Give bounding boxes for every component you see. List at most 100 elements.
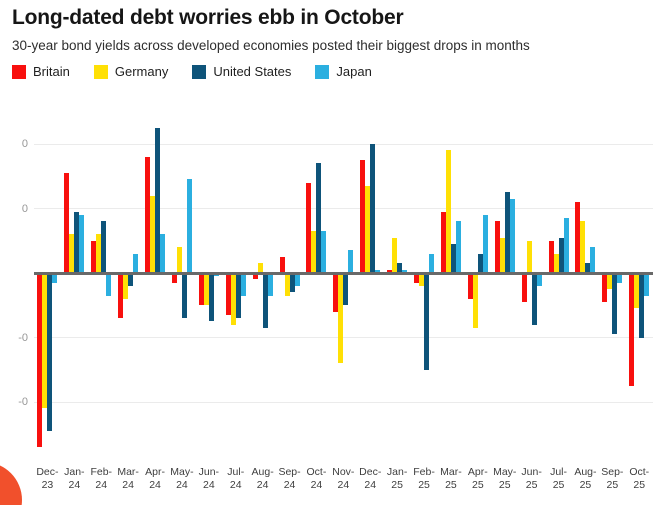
x-axis-label-oct-25: Oct- 25	[629, 466, 650, 491]
bar-japan-sep-25	[617, 273, 623, 283]
bar-germany-aug-24	[257, 263, 263, 273]
legend-swatch-britain-icon	[12, 65, 26, 79]
bar-britain-jul-25	[548, 240, 554, 273]
bar-japan-may-24	[186, 179, 192, 273]
bar-japan-may-25	[509, 198, 515, 273]
bar-germany-dec-24	[365, 185, 371, 273]
x-axis-label-sep-25: Sep- 25	[601, 466, 624, 491]
x-axis-label-sep-24: Sep- 24	[278, 466, 301, 491]
x-axis-label-aug-24: Aug- 24	[251, 466, 274, 491]
bar-united-states-jun-24	[208, 273, 214, 322]
bar-united-states-oct-24	[316, 163, 322, 273]
bar-britain-jul-24	[225, 273, 231, 315]
x-axis-label-feb-25: Feb- 25	[413, 466, 435, 491]
bar-united-states-nov-24	[343, 273, 349, 306]
bar-britain-mar-25	[440, 211, 446, 273]
x-axis-label-apr-25: Apr- 25	[467, 466, 488, 491]
bar-britain-aug-25	[575, 202, 581, 273]
bar-united-states-feb-25	[424, 273, 430, 370]
bar-germany-may-25	[499, 237, 505, 273]
legend-swatch-united-states-icon	[192, 65, 207, 79]
y-axis-tick-label: 0	[21, 202, 28, 215]
x-axis-label-jan-24: Jan- 24	[64, 466, 85, 491]
bar-united-states-may-25	[504, 192, 510, 273]
bar-united-states-jul-24	[235, 273, 241, 319]
bar-germany-jul-24	[230, 273, 236, 325]
x-axis-baseline	[34, 271, 653, 275]
bar-japan-jan-25	[402, 269, 408, 273]
bar-japan-apr-25	[482, 214, 488, 273]
bar-japan-sep-24	[294, 273, 300, 286]
x-axis-label-apr-24: Apr- 24	[145, 466, 165, 491]
legend-label-britain: Britain	[33, 64, 70, 79]
bar-japan-jun-24	[213, 273, 219, 277]
legend-item-britain: Britain	[12, 65, 70, 79]
x-axis-label-jul-24: Jul- 24	[227, 466, 245, 491]
bar-japan-jun-25	[536, 273, 542, 286]
bar-britain-jan-24	[64, 173, 70, 273]
bar-britain-dec-24	[360, 160, 366, 273]
bar-germany-aug-25	[580, 221, 586, 273]
x-axis-label-mar-24: Mar- 24	[117, 466, 139, 491]
x-axis-label-may-25: May- 25	[493, 466, 517, 491]
bar-japan-feb-24	[106, 273, 112, 296]
bar-britain-jun-25	[521, 273, 527, 303]
bar-united-states-dec-24	[370, 144, 376, 273]
x-axis-label-jul-25: Jul- 25	[550, 466, 567, 491]
bar-britain-dec-23	[37, 273, 43, 448]
bar-united-states-apr-24	[155, 127, 161, 273]
bar-japan-oct-25	[644, 273, 650, 296]
bar-germany-jan-25	[392, 237, 398, 273]
bar-germany-mar-25	[445, 150, 451, 273]
gridline	[34, 208, 653, 209]
bar-united-states-sep-25	[612, 273, 618, 335]
bar-japan-jul-24	[240, 273, 246, 296]
bar-britain-apr-25	[467, 273, 473, 299]
bar-britain-may-24	[171, 273, 177, 283]
x-axis-label-jun-24: Jun- 24	[198, 466, 220, 491]
legend-item-united-states: United States	[192, 65, 291, 79]
bar-japan-nov-24	[348, 250, 354, 273]
bar-britain-oct-24	[306, 182, 312, 273]
legend-item-japan: Japan	[315, 64, 372, 79]
bar-britain-aug-24	[252, 273, 258, 280]
bar-united-states-aug-25	[585, 263, 591, 273]
bar-germany-sep-24	[284, 273, 290, 296]
bar-germany-oct-24	[311, 231, 317, 273]
bar-japan-feb-25	[429, 253, 435, 273]
x-axis-label-aug-25: Aug- 25	[574, 466, 597, 491]
bar-united-states-mar-25	[450, 243, 456, 273]
bar-united-states-jun-25	[531, 273, 537, 325]
x-axis-label-oct-24: Oct- 24	[306, 466, 327, 491]
bar-germany-mar-24	[123, 273, 129, 299]
bar-united-states-mar-24	[128, 273, 134, 286]
bar-united-states-feb-24	[101, 221, 107, 273]
bar-japan-jan-24	[79, 214, 85, 273]
bar-japan-aug-24	[267, 273, 273, 296]
bar-britain-mar-24	[118, 273, 124, 319]
page-subtitle: 30-year bond yields across developed eco…	[12, 38, 530, 53]
bar-britain-may-25	[494, 221, 500, 273]
bar-japan-dec-24	[375, 269, 381, 273]
bar-britain-apr-24	[145, 156, 151, 273]
bar-germany-oct-25	[634, 273, 640, 309]
bar-united-states-dec-23	[47, 273, 53, 432]
bar-united-states-jan-25	[397, 263, 403, 273]
legend-swatch-germany-icon	[93, 65, 108, 79]
bar-japan-dec-23	[52, 273, 58, 283]
bar-britain-nov-24	[333, 273, 339, 312]
bar-britain-sep-24	[279, 256, 285, 273]
legend: Britain Germany United States Japan	[12, 65, 372, 79]
x-axis-label-jun-25: Jun- 25	[521, 466, 542, 491]
bar-united-states-apr-25	[477, 253, 483, 273]
bar-germany-may-24	[176, 247, 182, 273]
legend-label-japan: Japan	[336, 64, 372, 79]
bar-united-states-jul-25	[558, 237, 564, 273]
bar-united-states-oct-25	[639, 273, 645, 338]
gridline	[34, 401, 653, 403]
legend-swatch-japan-icon	[315, 65, 330, 79]
y-axis-tick-label: -0	[18, 396, 28, 408]
bar-britain-jun-24	[198, 273, 204, 306]
gridline	[34, 143, 653, 145]
